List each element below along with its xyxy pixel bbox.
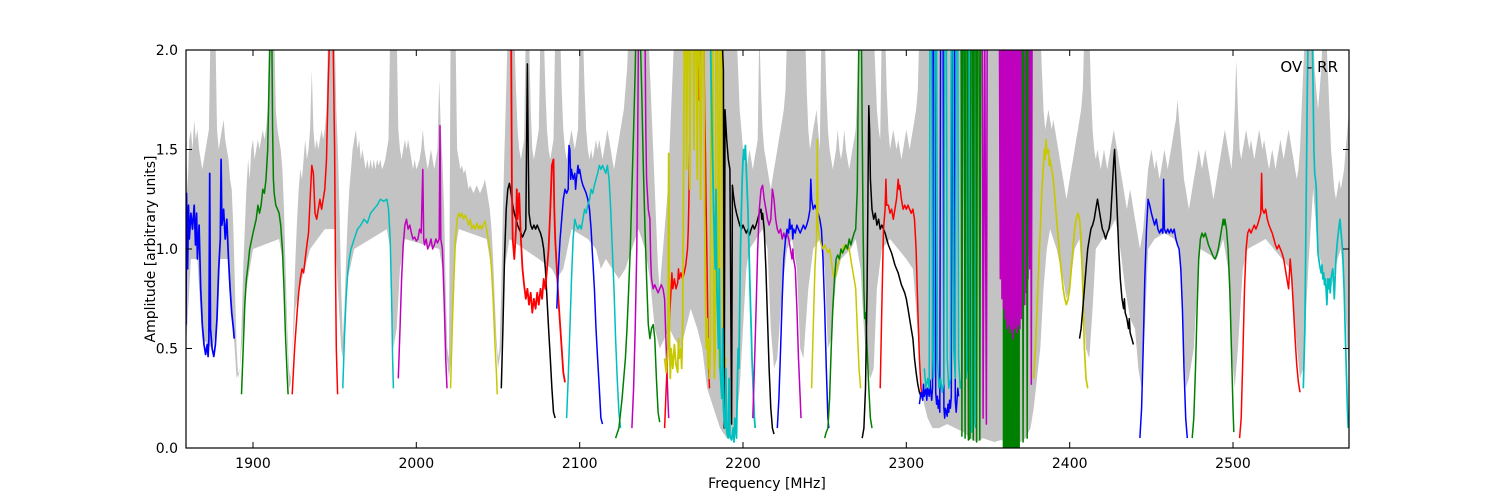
- y-axis-title: Amplitude [arbitrary units]: [143, 155, 159, 343]
- segment-cyan-4: [923, 50, 977, 433]
- segment-blue-5: [1139, 178, 1189, 439]
- segment-blue-3: [776, 178, 830, 429]
- x-tick-label: 2200: [725, 456, 761, 472]
- segment-blue-1: [186, 158, 236, 358]
- x-tick-label: 2400: [1052, 456, 1088, 472]
- x-axis-title: Frequency [MHz]: [708, 476, 826, 492]
- y-tick-label: 1.5: [156, 143, 178, 159]
- segment-magenta-2: [631, 50, 670, 429]
- x-tick-label: 2000: [398, 456, 434, 472]
- segment-magenta-3: [752, 184, 802, 419]
- segment-yellow-2: [663, 50, 727, 380]
- segment-blue-4: [918, 50, 960, 419]
- segment-magenta-1: [397, 124, 448, 389]
- plot-frame: [185, 49, 1350, 449]
- segment-cyan-1: [342, 198, 395, 389]
- polarization-label: OV - RR: [1280, 58, 1338, 76]
- segment-green-2: [614, 50, 661, 439]
- segment-red-4: [879, 178, 924, 399]
- y-tick-label: 1.0: [156, 242, 178, 258]
- segment-green-5: [1191, 218, 1235, 439]
- segment-black-4: [1078, 148, 1135, 345]
- segment-black-3: [861, 104, 923, 439]
- segment-red-2: [510, 50, 566, 383]
- background-envelope: [186, 50, 1349, 442]
- segment-yellow-4: [1032, 138, 1089, 389]
- segment-blue-2: [556, 144, 604, 425]
- x-tick-label: 1900: [235, 456, 271, 472]
- segment-green-3: [823, 50, 873, 439]
- segment-red-5: [1238, 172, 1301, 439]
- x-tick-label: 2300: [888, 456, 924, 472]
- y-tick-label: 2.0: [156, 43, 178, 59]
- segment-green-1: [240, 50, 289, 395]
- segment-black-1: [500, 63, 556, 419]
- segment-magenta-4-columns: [981, 50, 988, 425]
- segment-yellow-1: [449, 212, 498, 395]
- x-tick-label: 2500: [1215, 456, 1251, 472]
- y-tick-label: 0.5: [156, 342, 178, 358]
- y-tick-label: 0.0: [156, 441, 178, 457]
- x-tick-label: 2100: [562, 456, 598, 472]
- segment-cyan-3: [709, 50, 757, 443]
- segment-green-4-tail: [1021, 50, 1029, 443]
- segment-cyan-5: [1302, 50, 1349, 429]
- segment-cyan-2: [565, 164, 622, 429]
- segment-red-1: [291, 50, 339, 395]
- segment-black-2: [721, 50, 775, 435]
